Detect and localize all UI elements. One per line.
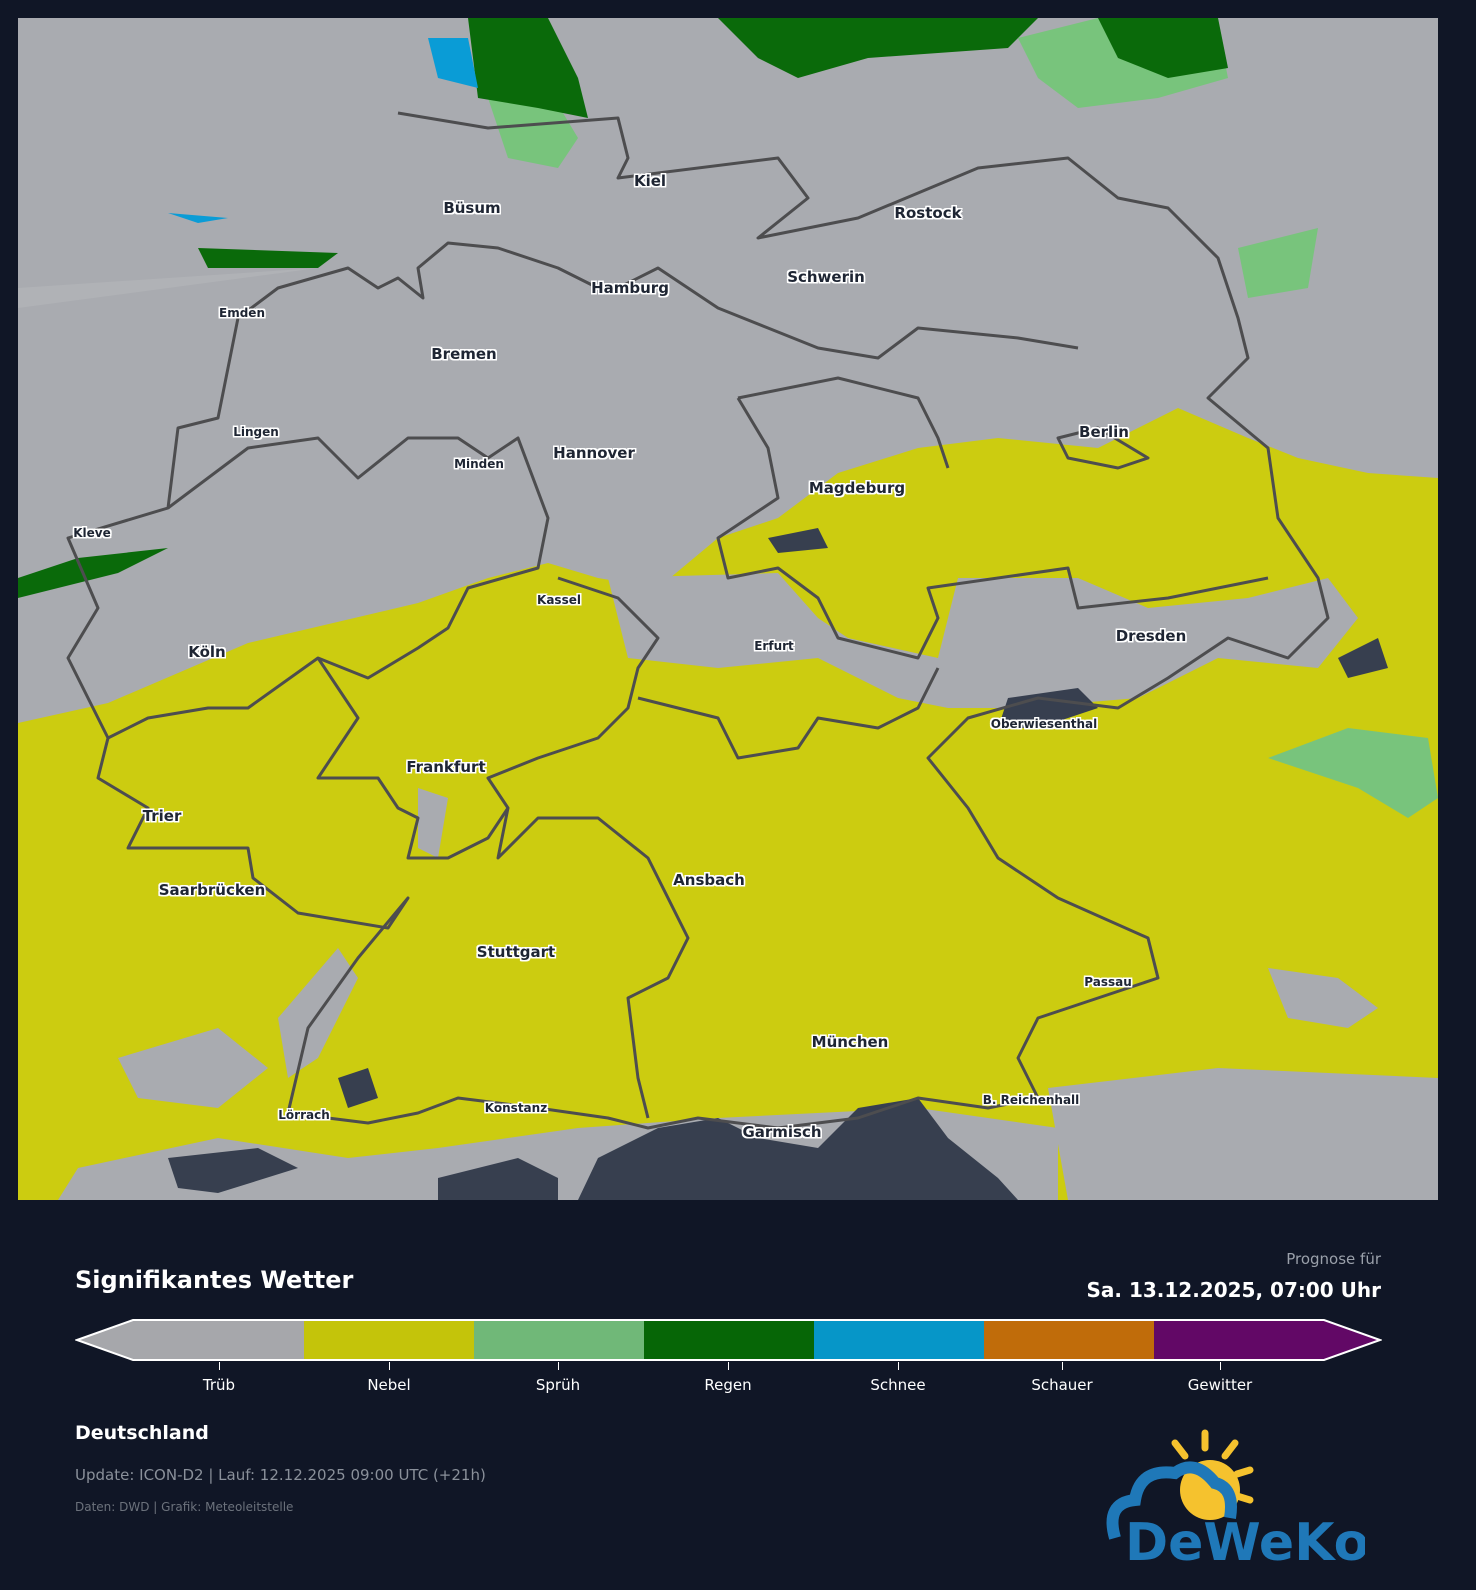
sun-rays-icon xyxy=(1171,1429,1254,1504)
update-info: Update: ICON-D2 | Lauf: 12.12.2025 09:00… xyxy=(75,1466,486,1484)
legend-label: Gewitter xyxy=(1187,1376,1253,1394)
legend-colorbar xyxy=(75,1319,1382,1361)
deweko-logo: DeWeKo xyxy=(1106,1429,1365,1573)
legend-label: Regen xyxy=(704,1376,752,1394)
forecast-label: Prognose für xyxy=(1286,1250,1381,1268)
dark-patch xyxy=(768,528,828,553)
city-label: Kleve xyxy=(73,526,111,540)
legend-swatch xyxy=(984,1320,1154,1360)
city-label: Schwerin xyxy=(787,268,865,286)
legend-tick xyxy=(219,1362,220,1370)
alpine-area xyxy=(338,1068,378,1108)
legend-tick xyxy=(728,1362,729,1370)
legend-tick xyxy=(1220,1362,1221,1370)
city-label: Konstanz xyxy=(484,1101,548,1115)
legend-swatch xyxy=(474,1320,644,1360)
city-label: Passau xyxy=(1084,975,1132,989)
city-label: Trier xyxy=(142,807,182,825)
region-name: Deutschland xyxy=(75,1422,209,1444)
overcast-patch xyxy=(118,1028,268,1108)
city-label: Erfurt xyxy=(754,639,794,653)
city-label: Lörrach xyxy=(278,1108,330,1122)
legend-label: Sprüh xyxy=(535,1376,581,1394)
legend-outline xyxy=(75,1319,1382,1361)
drizzle-area xyxy=(1268,728,1438,818)
snow-area xyxy=(428,38,478,88)
city-label: Kiel xyxy=(633,172,667,190)
overcast-patch xyxy=(1048,1068,1438,1200)
legend-tick xyxy=(558,1362,559,1370)
city-label: Rostock xyxy=(894,204,962,222)
legend-swatch xyxy=(77,1320,304,1360)
city-label: Emden xyxy=(219,306,265,320)
credits: Daten: DWD | Grafik: Meteoleitstelle xyxy=(75,1500,294,1514)
city-label: Lingen xyxy=(233,425,279,439)
legend-tick xyxy=(898,1362,899,1370)
state-borders xyxy=(66,111,1330,1130)
rain-area xyxy=(18,548,168,598)
alpine-area xyxy=(578,1098,1018,1200)
legend-tick xyxy=(1062,1362,1063,1370)
city-label: B. Reichenhall xyxy=(982,1093,1080,1107)
drizzle-area xyxy=(1238,228,1318,298)
city-label: Hamburg xyxy=(591,279,669,297)
legend-label: Schauer xyxy=(1031,1376,1093,1394)
city-label: Bremen xyxy=(431,345,497,363)
city-label: Minden xyxy=(454,457,504,471)
map-title: Signifikantes Wetter xyxy=(75,1266,354,1294)
sea-area xyxy=(18,268,318,308)
cloud-icon xyxy=(1106,1461,1237,1540)
legend-swatch xyxy=(814,1320,984,1360)
city-label: Hannover xyxy=(553,444,635,462)
city-label: Magdeburg xyxy=(808,479,906,497)
alpine-area xyxy=(438,1158,558,1200)
forecast-date: Sa. 13.12.2025, 07:00 Uhr xyxy=(1086,1278,1381,1302)
legend-label: Trüb xyxy=(202,1376,236,1394)
city-label: Stuttgart xyxy=(476,943,556,961)
rain-area xyxy=(198,248,338,268)
overcast-patch xyxy=(608,573,1358,708)
dark-patch xyxy=(998,688,1098,728)
overcast-patch xyxy=(418,788,448,858)
state-borders xyxy=(107,376,1269,1119)
city-label: München xyxy=(811,1033,889,1051)
alpine-area xyxy=(168,1148,298,1193)
rain-area xyxy=(1098,18,1228,78)
logo-text: DeWeKo xyxy=(1125,1513,1365,1573)
city-label: Garmisch xyxy=(742,1123,822,1141)
legend-label: Nebel xyxy=(367,1376,411,1394)
legend-swatch xyxy=(1154,1320,1380,1360)
rain-area xyxy=(468,18,588,118)
city-label: Frankfurt xyxy=(406,758,486,776)
rain-area xyxy=(718,18,1038,78)
city-label: Berlin xyxy=(1079,423,1129,441)
city-label: Ansbach xyxy=(673,871,745,889)
snow-area xyxy=(168,213,228,223)
weather-map: Kiel Büsum Rostock Schwerin Hamburg Emden Brem… xyxy=(18,18,1438,1200)
overcast-patch xyxy=(1268,968,1378,1028)
city-label: Oberwiesenthal xyxy=(990,717,1098,731)
legend-label: Schnee xyxy=(870,1376,926,1394)
legend-swatch xyxy=(304,1320,474,1360)
map-layers xyxy=(18,18,1438,1200)
city-label: Dresden xyxy=(1115,627,1187,645)
city-label: Saarbrücken xyxy=(158,881,266,899)
city-label: Büsum xyxy=(443,199,501,217)
city-label: Kassel xyxy=(537,593,581,607)
dark-patch xyxy=(1338,638,1388,678)
legend-swatch xyxy=(644,1320,814,1360)
city-label: Köln xyxy=(188,643,226,661)
legend-tick xyxy=(389,1362,390,1370)
